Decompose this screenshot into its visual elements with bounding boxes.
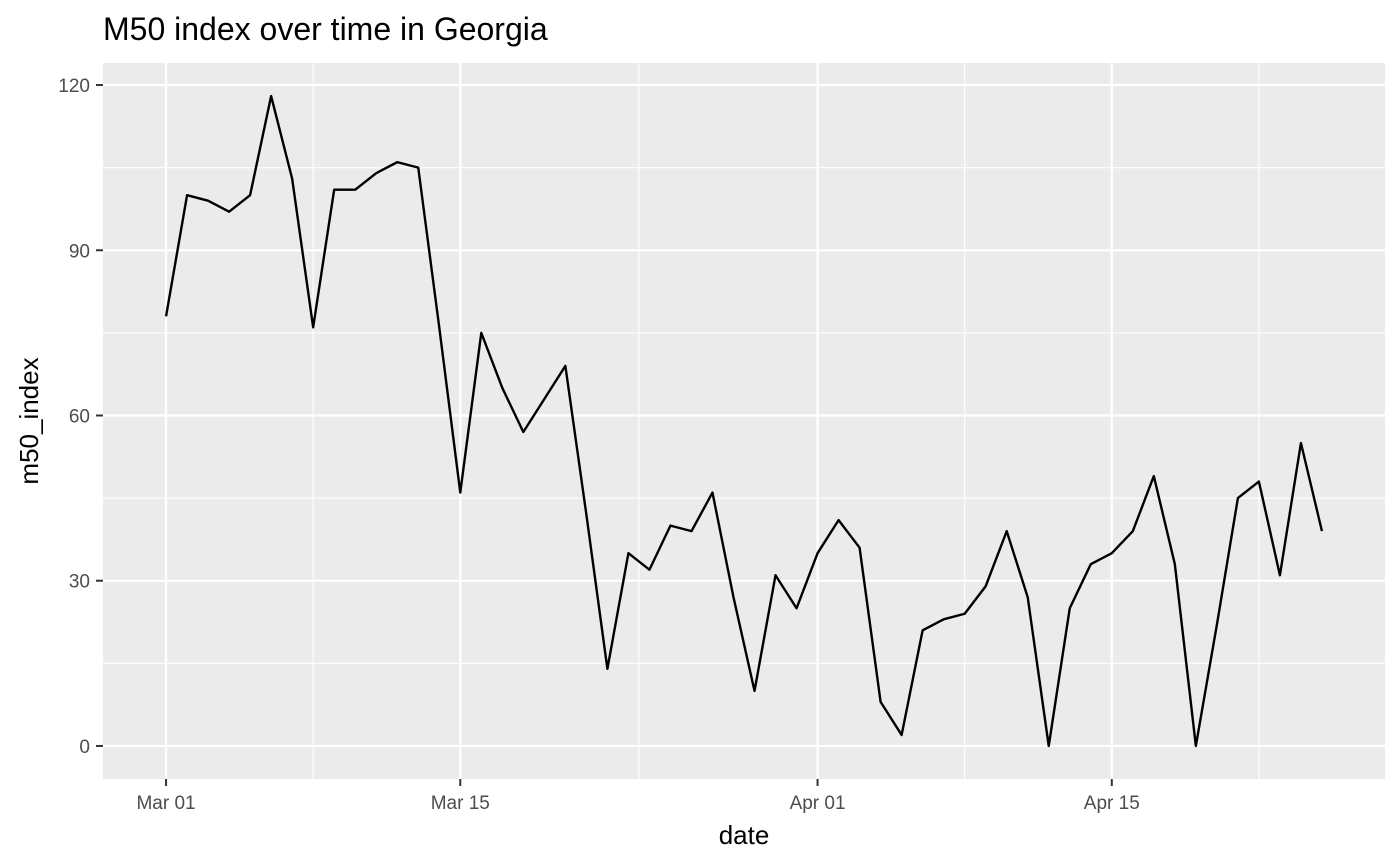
x-axis-title: date xyxy=(719,820,770,850)
plot-panel xyxy=(103,63,1385,779)
series-layer xyxy=(164,94,1324,748)
minor-gridlines xyxy=(103,63,1385,779)
y-axis: 0 30 60 90 120 xyxy=(58,76,103,758)
chart-title: M50 index over time in Georgia xyxy=(103,11,548,47)
x-tick-label: Apr 01 xyxy=(790,793,846,814)
x-tick-label: Mar 01 xyxy=(136,793,195,814)
x-tick-label: Mar 15 xyxy=(431,793,490,814)
y-tick-label: 0 xyxy=(79,737,90,758)
major-gridlines xyxy=(103,63,1385,779)
x-axis: Mar 01 Mar 15 Apr 01 Apr 15 xyxy=(136,779,1140,814)
y-axis-title: m50_index xyxy=(14,357,44,484)
y-tick-label: 120 xyxy=(58,76,90,97)
y-tick-label: 90 xyxy=(69,241,90,262)
y-tick-label: 60 xyxy=(69,406,90,427)
y-tick-label: 30 xyxy=(69,572,90,593)
series-line xyxy=(164,94,1324,748)
x-tick-label: Apr 15 xyxy=(1084,793,1140,814)
